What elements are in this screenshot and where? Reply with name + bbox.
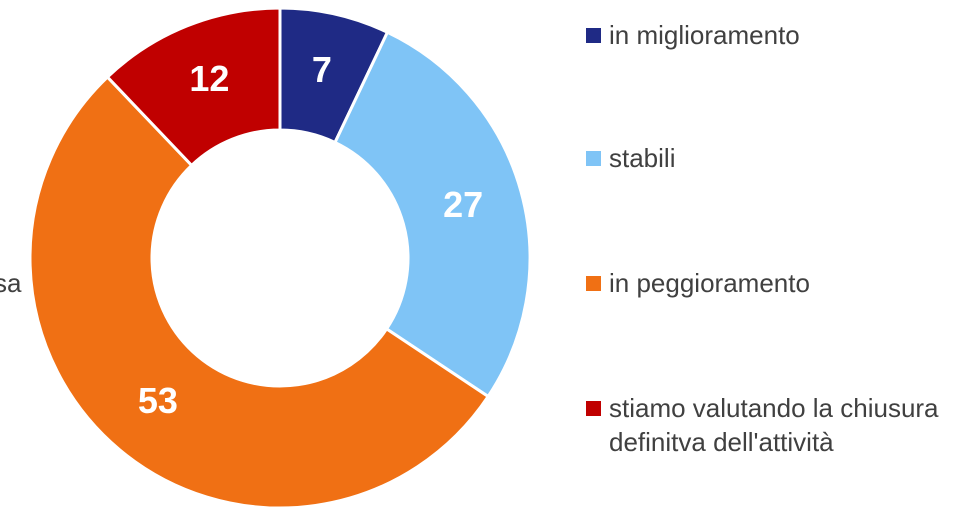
legend: in miglioramento stabili in peggioramento s… <box>586 0 952 511</box>
legend-label: in miglioramento <box>609 20 800 50</box>
segment-label: 12 <box>189 58 229 99</box>
legend-item: in miglioramento <box>586 18 949 52</box>
segment-label: 53 <box>138 380 178 421</box>
legend-item: stiamo valutando la chiusura definitva d… <box>586 391 949 459</box>
legend-item: in peggioramento <box>586 266 949 300</box>
legend-label: stabili <box>609 143 676 173</box>
legend-swatch <box>586 151 601 166</box>
donut-segment <box>28 74 491 510</box>
legend-label: stiamo valutando la chiusura definitva d… <box>609 393 939 457</box>
segment-label: 27 <box>443 184 483 225</box>
donut-segment <box>333 30 532 399</box>
legend-swatch <box>586 28 601 43</box>
legend-swatch <box>586 276 601 291</box>
legend-item: stabili <box>586 141 949 175</box>
donut-segment <box>105 6 282 168</box>
legend-label: in peggioramento <box>609 268 810 298</box>
cropped-annotation: sa <box>0 268 22 298</box>
legend-swatch <box>586 401 601 416</box>
segment-label: 7 <box>312 49 332 90</box>
